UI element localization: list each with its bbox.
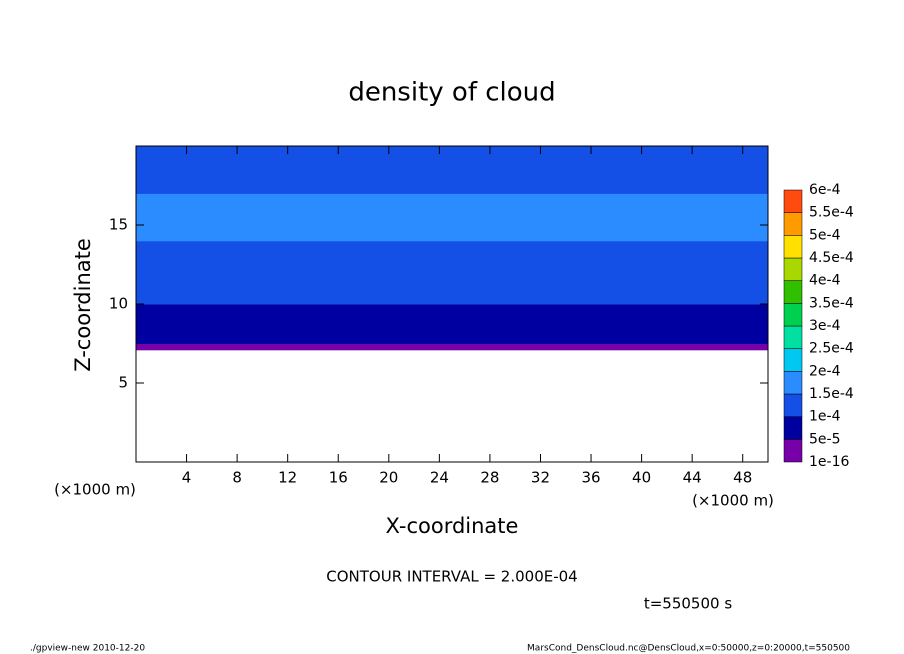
colorbar-label: 1e-16 (809, 454, 849, 470)
contour-band (136, 319, 768, 329)
colorbar-label: 4e-4 (809, 273, 841, 289)
colorbar-label: 2.5e-4 (809, 341, 854, 357)
contour-band (136, 193, 768, 210)
colorbar-swatch (783, 439, 803, 463)
colorbar-label: 4.5e-4 (809, 250, 854, 266)
contour-band (136, 209, 768, 226)
colorbar-label: 2e-4 (809, 363, 841, 379)
x-tick-label: 20 (379, 469, 398, 487)
y-axis-title: Z-coordinate (71, 238, 95, 372)
contour-band (136, 272, 768, 289)
colorbar-swatch (783, 393, 803, 417)
x-unit-label: (×1000 m) (692, 492, 774, 510)
x-tick-label: 36 (581, 469, 600, 487)
y-unit-label: (×1000 m) (54, 481, 136, 499)
colorbar-swatch (783, 257, 803, 281)
colorbar-swatch (783, 303, 803, 327)
contour-band (136, 146, 768, 163)
colorbar-swatch (783, 212, 803, 236)
contour-band (136, 240, 768, 258)
colorbar-swatch (783, 416, 803, 440)
x-tick-label: 12 (278, 469, 297, 487)
x-tick-label: 4 (182, 469, 192, 487)
x-tick-label: 32 (531, 469, 550, 487)
x-tick-label: 16 (329, 469, 348, 487)
contour-band (136, 335, 768, 344)
contour-band (136, 288, 768, 305)
contour-band (136, 343, 768, 351)
y-tick-label: 5 (118, 374, 128, 392)
contour-band (136, 256, 768, 273)
colorbar-swatch (783, 280, 803, 304)
chart-title: density of cloud (348, 78, 555, 108)
colorbar-swatch (783, 371, 803, 395)
x-axis-title: X-coordinate (386, 514, 519, 538)
colorbar-swatch (783, 348, 803, 372)
x-tick-label: 48 (733, 469, 752, 487)
time-label: t=550500 s (644, 595, 732, 613)
colorbar-label: 5e-5 (809, 431, 840, 447)
contour-band (136, 225, 768, 242)
annotation: CONTOUR INTERVAL = 2.000E-04 (326, 568, 577, 586)
x-tick-label: 24 (430, 469, 449, 487)
colorbar-label: 1e-4 (809, 409, 841, 425)
colorbar-label: 5.5e-4 (809, 205, 854, 221)
footer-right: MarsCond_DensCloud.nc@DensCloud,x=0:5000… (527, 644, 850, 654)
colorbar-swatch (783, 189, 803, 213)
x-tick-label: 44 (683, 469, 702, 487)
y-tick-label: 10 (109, 295, 128, 313)
contour-band (136, 327, 768, 337)
contour-band (136, 177, 768, 194)
x-tick-label: 8 (232, 469, 242, 487)
colorbar-swatch (783, 325, 803, 349)
colorbar-label: 3e-4 (809, 318, 841, 334)
colorbar-swatch (783, 235, 803, 259)
colorbar-label: 6e-4 (809, 182, 841, 198)
x-tick-label: 40 (632, 469, 651, 487)
colorbar-label: 5e-4 (809, 227, 841, 243)
footer-left: ./gpview-new 2010-12-20 (30, 644, 145, 654)
contour-band (136, 311, 768, 321)
contour-band (136, 304, 768, 313)
contour-band (136, 161, 768, 179)
x-tick-label: 28 (480, 469, 499, 487)
colorbar-label: 1.5e-4 (809, 386, 854, 402)
colorbar-label: 3.5e-4 (809, 295, 854, 311)
y-tick-label: 15 (109, 216, 128, 234)
